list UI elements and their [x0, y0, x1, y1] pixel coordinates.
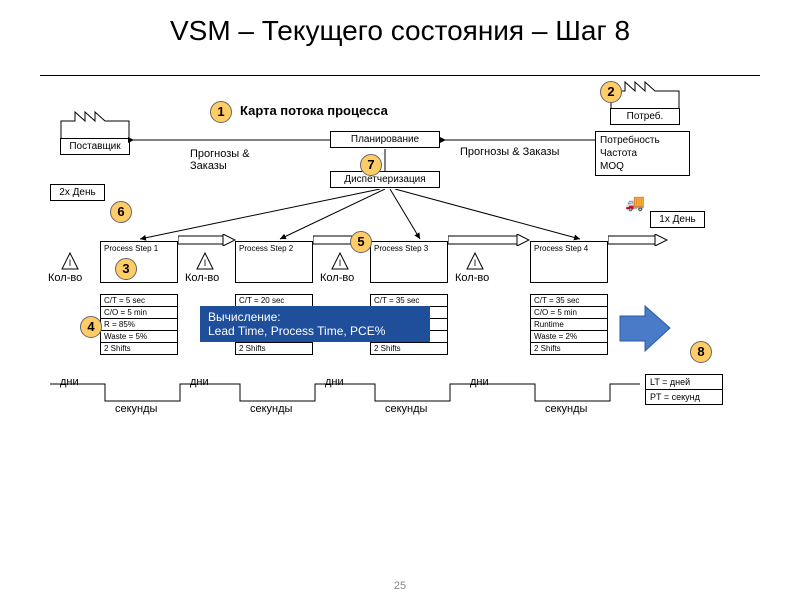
tl-d2: дни — [190, 376, 209, 388]
svg-text:I: I — [474, 258, 477, 268]
supplier-box: Поставщик — [60, 138, 130, 155]
tl-d1: дни — [60, 376, 79, 388]
tl-d3: дни — [325, 376, 344, 388]
truck-icon: 🚚 — [625, 193, 645, 213]
svg-text:I: I — [339, 258, 342, 268]
qty-0: Кол-во — [48, 272, 82, 284]
map-title: Карта потока процесса — [240, 103, 388, 118]
process-4-head: Process Step 4 — [530, 241, 608, 283]
summary-box: LT = дней PT = секунд — [645, 374, 723, 405]
tl-s4: секунды — [545, 403, 587, 415]
process-1-data: C/T = 5 secC/O = 5 minR = 85%Waste = 5%2… — [100, 294, 178, 355]
slide-title: VSM – Текущего состояния – Шаг 8 — [0, 0, 800, 52]
dispatch-box: Диспетчеризация — [330, 171, 440, 188]
tl-s3: секунды — [385, 403, 427, 415]
customer-data: Потребность Частота MOQ — [595, 131, 690, 176]
process-4-data: C/T = 35 secC/O = 5 minRuntimeWaste = 2%… — [530, 294, 608, 355]
marker-4: 4 — [80, 316, 102, 338]
svg-text:I: I — [204, 258, 207, 268]
customer-box: Потреб. — [610, 108, 680, 125]
marker-8: 8 — [690, 341, 712, 363]
timeline-path — [50, 376, 640, 406]
big-arrow-icon — [615, 301, 675, 356]
page-number: 25 — [0, 580, 800, 592]
calc-callout: Вычисление: Lead Time, Process Time, PCE… — [200, 306, 430, 342]
qty-2: Кол-во — [320, 272, 354, 284]
qty-3: Кол-во — [455, 272, 489, 284]
flow-4-cust — [608, 234, 668, 246]
flow-3-4 — [448, 234, 530, 246]
forecast-right-label: Прогнозы & Заказы — [460, 146, 559, 158]
tl-s2: секунды — [250, 403, 292, 415]
process-2-head: Process Step 2 — [235, 241, 313, 283]
svg-text:I: I — [69, 258, 72, 268]
marker-1: 1 — [210, 101, 232, 123]
marker-6: 6 — [110, 201, 132, 223]
process-3-head: Process Step 3 — [370, 241, 448, 283]
ship-supplier: 2x День — [50, 184, 105, 201]
qty-1: Кол-во — [185, 272, 219, 284]
marker-2: 2 — [600, 81, 622, 103]
marker-7: 7 — [360, 154, 382, 176]
vsm-diagram: Поставщик Потреб. Потребность Частота MO… — [40, 75, 760, 575]
forecast-left-label: Прогнозы & Заказы — [190, 148, 260, 172]
flow-1-2 — [178, 234, 236, 246]
planning-box: Планирование — [330, 131, 440, 148]
marker-3: 3 — [115, 258, 137, 280]
tl-d4: дни — [470, 376, 489, 388]
ship-customer: 1x День — [650, 211, 705, 228]
process-1-head: Process Step 1 — [100, 241, 178, 283]
marker-5: 5 — [350, 231, 372, 253]
tl-s1: секунды — [115, 403, 157, 415]
